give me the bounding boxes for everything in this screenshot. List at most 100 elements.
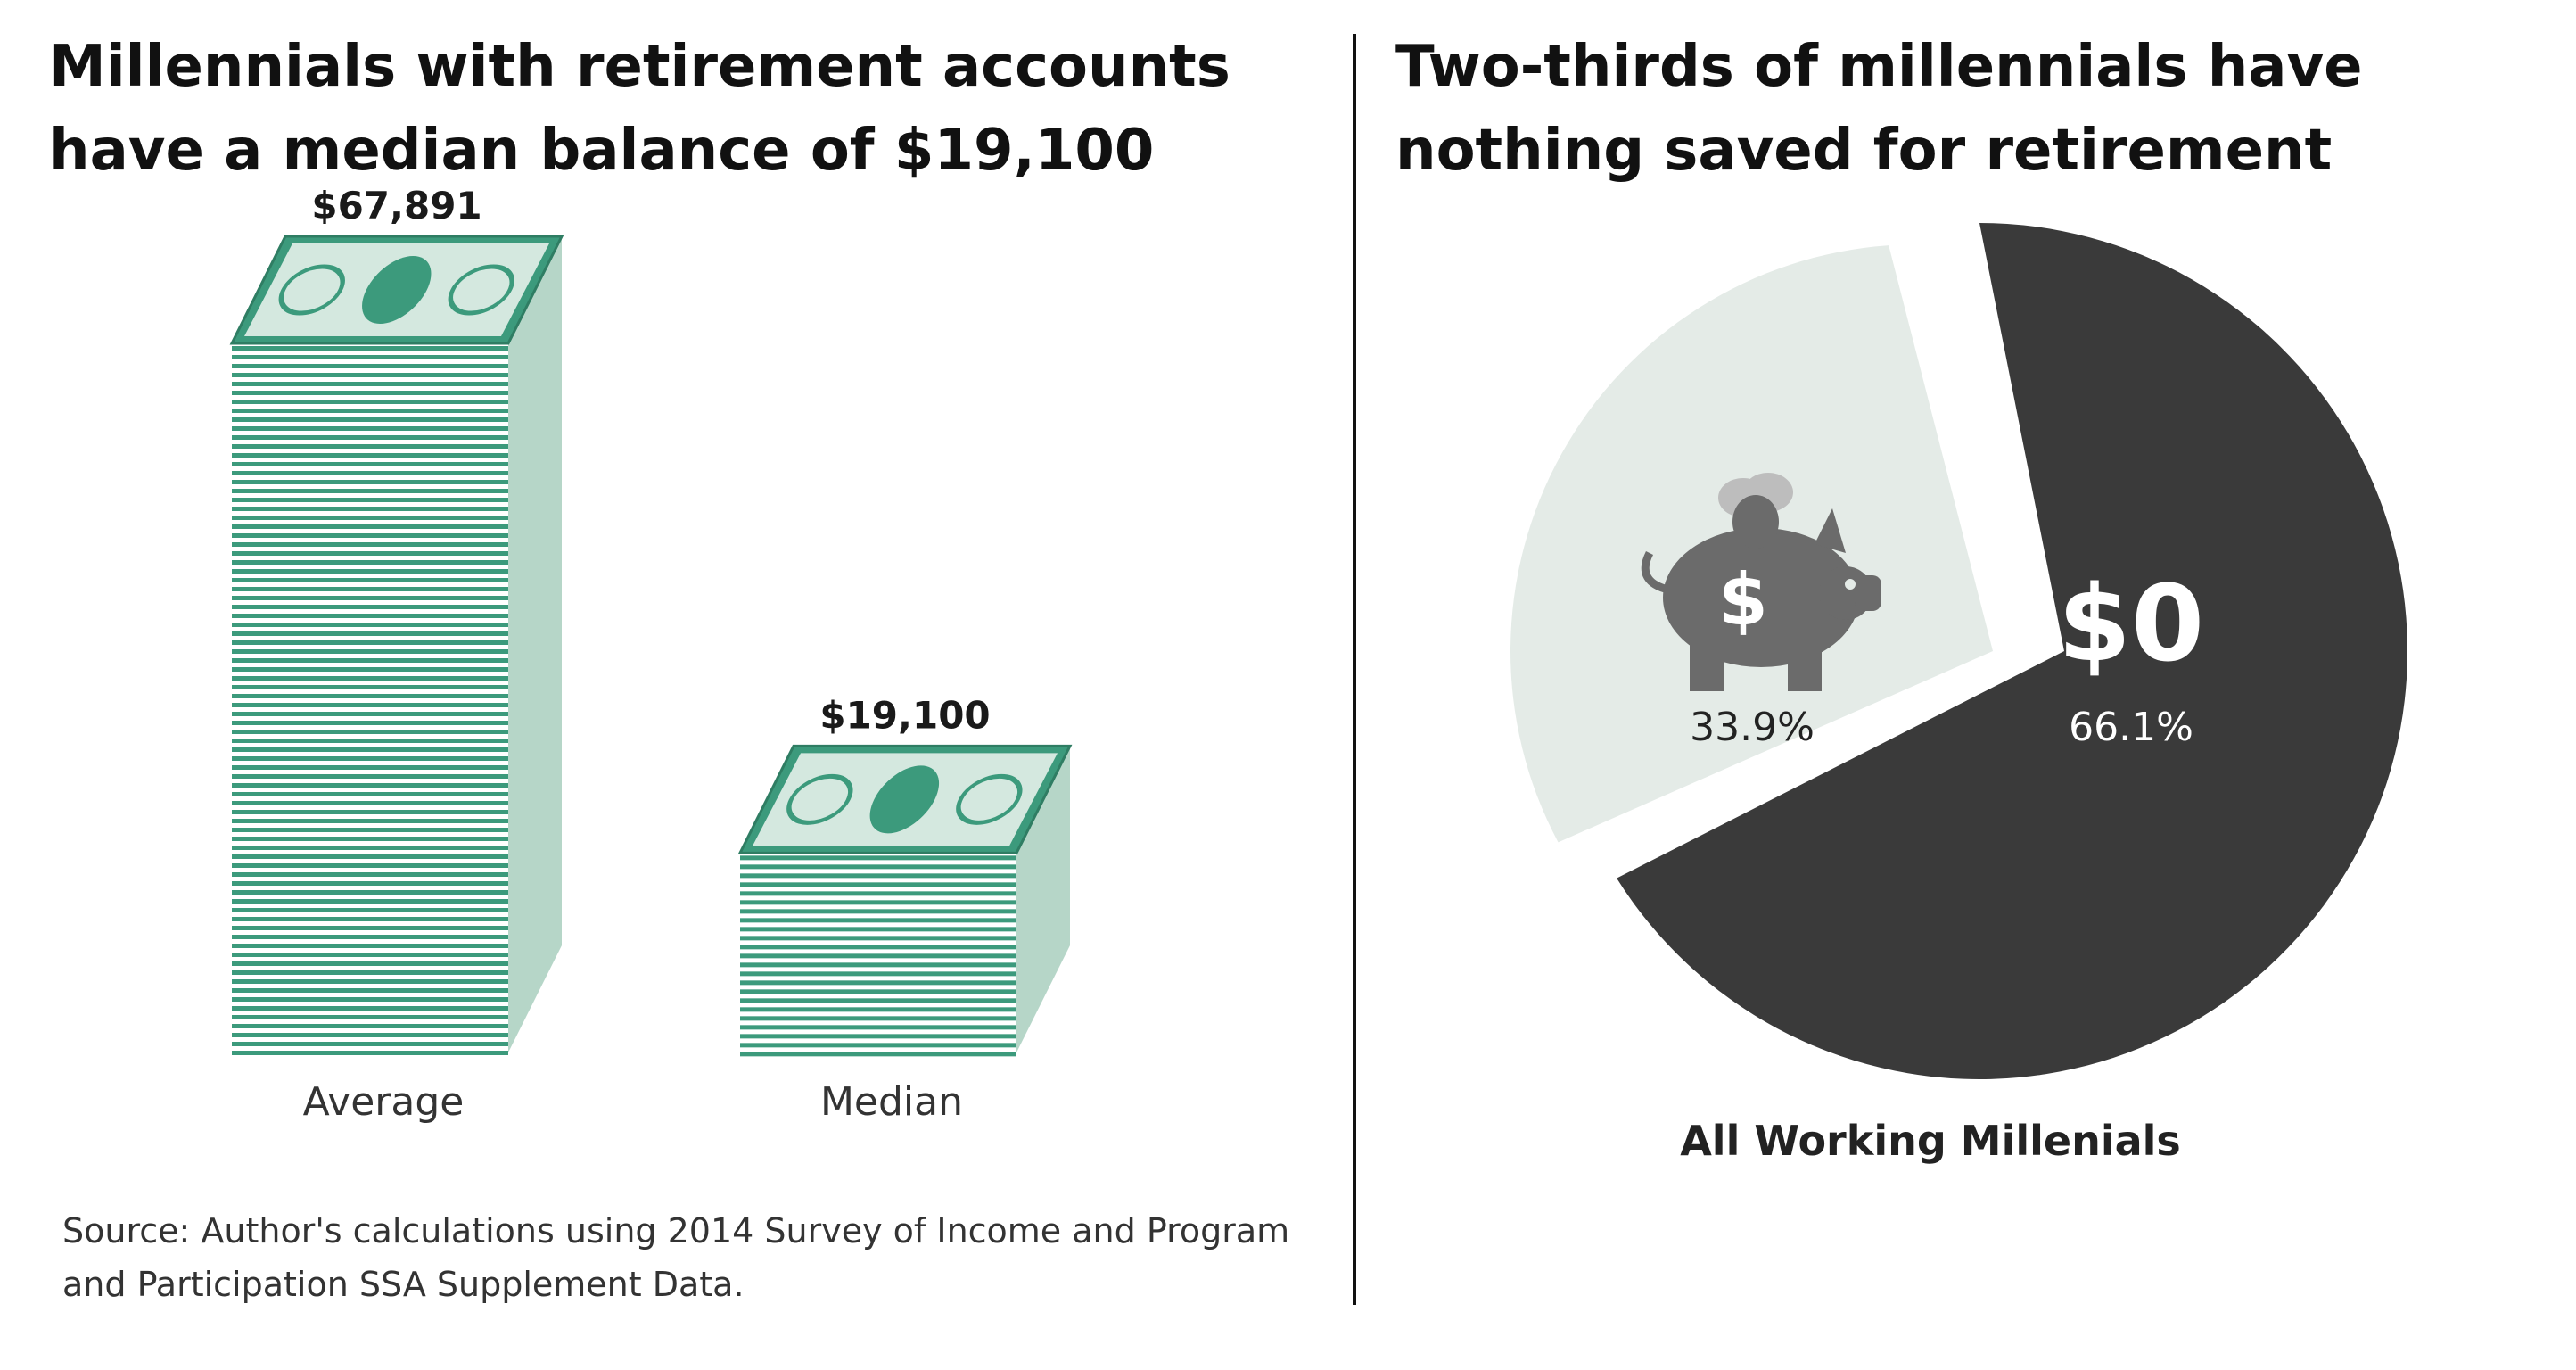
bill-edge-stripe [232, 649, 508, 654]
bill-edge-stripe [232, 400, 508, 404]
bill-edge-stripe [232, 694, 508, 698]
bill-edge-stripe [740, 900, 1016, 905]
left-panel: Millennials with retirement accounts hav… [49, 34, 1289, 1304]
bill-edge-stripe [232, 596, 508, 600]
bill-edge-stripe [740, 962, 1016, 968]
bill-edge-stripe [740, 873, 1016, 879]
bill-edge-stripe [232, 1024, 508, 1028]
bill-edge-stripe [232, 417, 508, 422]
category-label: Average [303, 1079, 465, 1125]
right-chart-title: Two-thirds of millennials have nothing s… [1395, 34, 2363, 184]
dollar-bill-icon [737, 744, 1073, 854]
value-label: $67,891 [311, 184, 481, 227]
bill-edge-stripe [740, 1034, 1016, 1039]
bill-edge-stripe [740, 864, 1016, 870]
bill-edge-stripe [232, 1006, 508, 1011]
bill-edge-stripe [232, 730, 508, 734]
pie-slice-nothing-saved [1617, 223, 2407, 1079]
bill-edge-stripe [232, 846, 508, 850]
bill-edge-stripe [740, 945, 1016, 950]
bill-edge-stripe [232, 997, 508, 1002]
bill-edge-stripe [232, 382, 508, 386]
bill-edge-stripe [740, 936, 1016, 941]
bill-edge-stripe [232, 970, 508, 975]
bar-chart: $67,891 Average $19,100 Median [229, 184, 1073, 1125]
bar-side-face [1016, 746, 1070, 1052]
bill-edge-stripe [232, 355, 508, 359]
bill-edge-stripe [232, 533, 508, 538]
bill-edge-stripe [232, 756, 508, 761]
bill-edge-stripe [232, 774, 508, 779]
bill-edge-stripe [232, 471, 508, 475]
bill-edge-stripe [232, 837, 508, 841]
bill-edge-stripe [232, 391, 508, 395]
bill-edge-stripe [232, 569, 508, 574]
bill-edge-stripe [232, 1015, 508, 1019]
bill-edge-stripe [232, 863, 508, 868]
bill-edge-stripe [232, 872, 508, 877]
right-panel: Two-thirds of millennials have nothing s… [1369, 0, 2576, 1370]
bill-edge-stripe [232, 703, 508, 707]
bill-edge-stripe [740, 971, 1016, 977]
bill-edge-stripe [232, 961, 508, 966]
bill-edge-stripe [232, 890, 508, 895]
slice-symbol-label: $0 [2058, 562, 2204, 685]
bill-edge-stripe [232, 783, 508, 788]
bill-edge-stripe [740, 989, 1016, 994]
bill-edge-stripe [740, 1052, 1016, 1057]
bill-edge-stripe [232, 935, 508, 939]
bill-edge-stripe [232, 631, 508, 636]
bill-edge-stripe [232, 560, 508, 565]
bill-edge-stripe [740, 909, 1016, 914]
bill-edge-stripe [232, 614, 508, 618]
bill-edge-stripe [232, 489, 508, 493]
slice-symbol-label: $ [1718, 558, 1768, 641]
bill-edge-stripe [740, 855, 1016, 861]
value-label: $19,100 [819, 693, 990, 737]
piggy-bank-icon: $ [1641, 473, 1881, 691]
bill-edge-stripe [232, 979, 508, 984]
bill-edge-stripe [232, 953, 508, 957]
bill-edge-stripe [232, 435, 508, 440]
bill-edge-stripe [232, 881, 508, 886]
panel-divider [1353, 34, 1356, 1305]
bill-edge-stripe [232, 480, 508, 484]
bill-edge-stripe [232, 1033, 508, 1037]
bill-edge-stripe [232, 667, 508, 672]
bill-edge-stripe [740, 980, 1016, 986]
bill-edge-stripe [232, 578, 508, 582]
bill-edge-stripe [232, 453, 508, 458]
bill-edge-stripe [740, 1025, 1016, 1030]
bill-edge-stripe [232, 926, 508, 930]
bill-edge-stripe [740, 1043, 1016, 1048]
bill-edge-stripe [232, 685, 508, 689]
bill-edge-stripe [232, 765, 508, 770]
bill-edge-stripe [232, 426, 508, 431]
bar-side-face [508, 236, 562, 1052]
bill-edge-stripe [232, 917, 508, 921]
bill-edge-stripe [740, 882, 1016, 887]
dollar-bill-icon [229, 235, 564, 345]
bill-edge-stripe [232, 542, 508, 547]
bill-edge-stripe [232, 587, 508, 591]
bill-edge-stripe [232, 373, 508, 377]
bill-edge-stripe [232, 899, 508, 904]
bill-edge-stripe [740, 953, 1016, 959]
bill-edge-stripe [232, 409, 508, 413]
bill-edge-stripe [740, 918, 1016, 923]
bill-edge-stripe [740, 1016, 1016, 1021]
bill-edge-stripe [740, 998, 1016, 1003]
bill-edge-stripe [232, 605, 508, 609]
bill-edge-stripe [232, 1042, 508, 1046]
bill-edge-stripe [232, 739, 508, 743]
bill-edge-stripe [232, 819, 508, 823]
bill-edge-stripe [232, 364, 508, 368]
bill-edge-stripe [232, 524, 508, 529]
bill-edge-stripe [740, 927, 1016, 932]
pie-chart: $33.9% $0 66.1% All Working Millenials [1510, 223, 2407, 1165]
bill-edge-stripe [232, 623, 508, 627]
bill-edge-stripe [232, 640, 508, 645]
bill-edge-stripe [232, 516, 508, 520]
bill-edge-stripe [232, 988, 508, 993]
slice-value-label: 66.1% [2069, 705, 2193, 750]
